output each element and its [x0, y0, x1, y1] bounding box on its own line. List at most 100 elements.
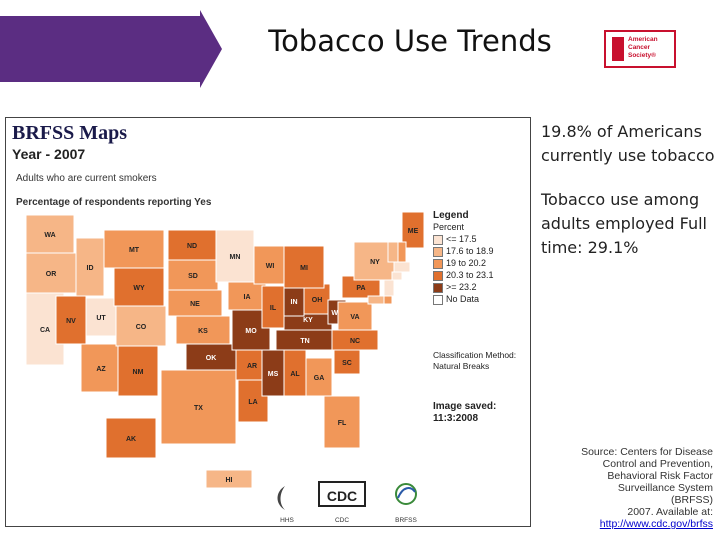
- state-label: NV: [66, 318, 76, 325]
- state-label: MO: [245, 328, 257, 335]
- state-hi: [205, 469, 253, 489]
- state-label: SC: [342, 360, 352, 367]
- state-nh: [397, 241, 407, 265]
- classification-method: Classification Method: Natural Breaks: [433, 350, 517, 371]
- state-md: [367, 295, 385, 305]
- state-or: [25, 252, 77, 294]
- acs-logo-text: American Cancer Society®: [628, 36, 658, 59]
- state-az: [80, 343, 122, 393]
- legend-swatch: [433, 282, 443, 293]
- state-label: AZ: [96, 366, 106, 373]
- state-label: UT: [96, 315, 106, 322]
- legend-swatch: [433, 270, 443, 281]
- state-nm: [117, 345, 159, 397]
- legend-swatch: [433, 246, 443, 257]
- state-label: KY: [303, 317, 313, 324]
- state-co: [115, 305, 167, 347]
- bullet-fulltime-tobacco: Tobacco use among adults employed Full t…: [541, 190, 707, 257]
- state-label: OK: [206, 355, 217, 362]
- state-ks: [175, 315, 231, 345]
- state-oh: [303, 283, 331, 315]
- state-sc: [333, 349, 361, 375]
- legend-label: >= 23.2: [446, 282, 477, 292]
- state-label: KS: [198, 328, 208, 335]
- map-year: Year - 2007: [12, 146, 86, 162]
- state-label: NE: [190, 301, 200, 308]
- us-smoking-map: WA OR CA ID NV UT AZ MT WY CO NM ND SD NE KS OK TX MN IA MO…: [25, 211, 425, 489]
- legend-label: 20.3 to 23.1: [446, 270, 494, 280]
- legend-label: 19 to 20.2: [446, 258, 487, 268]
- state-va: [337, 301, 373, 331]
- state-mt: [103, 229, 165, 269]
- state-label: OR: [46, 271, 57, 278]
- legend-label: 17.6 to 18.9: [446, 246, 494, 256]
- agency-logos: CDC HHS CDC BRFSS: [261, 478, 431, 524]
- state-label: MN: [230, 254, 241, 261]
- state-label: VA: [350, 314, 359, 321]
- legend-item: 19 to 20.2: [433, 257, 527, 269]
- legend-unit: Percent: [433, 222, 465, 232]
- state-label: FL: [338, 420, 347, 427]
- bullet-americans-tobacco: 19.8% of Americans currently use tobacco: [541, 122, 715, 165]
- legend-item: >= 23.2: [433, 281, 527, 293]
- hhs-label: HHS: [280, 517, 294, 524]
- state-vt: [387, 241, 399, 263]
- legend-label: <= 17.5: [446, 234, 477, 244]
- legend-title: Legend: [433, 210, 469, 221]
- cdc-logo-icon: [318, 481, 366, 507]
- state-mi: [283, 245, 325, 289]
- legend-swatch: [433, 234, 443, 245]
- state-label: NC: [350, 338, 360, 345]
- state-label: GA: [314, 375, 325, 382]
- state-label: AR: [247, 363, 257, 370]
- state-label: ID: [87, 265, 94, 272]
- brfss-link[interactable]: http://www.cdc.gov/brfss: [599, 518, 713, 530]
- state-me: [401, 211, 425, 249]
- state-label: IL: [270, 305, 277, 312]
- state-de: [383, 295, 393, 305]
- source-citation: Source: Centers for Disease Control and …: [581, 446, 713, 530]
- state-label: MT: [129, 247, 140, 254]
- state-ut: [85, 297, 117, 337]
- state-label: PA: [356, 285, 365, 292]
- brfss-logo-icon: [395, 483, 417, 505]
- state-label: MI: [300, 265, 308, 272]
- brfss-label: BRFSS: [395, 517, 417, 524]
- state-label: OH: [312, 297, 323, 304]
- svg-text:CDC: CDC: [327, 488, 357, 504]
- state-label: WV: [331, 310, 343, 317]
- state-label: IN: [291, 299, 298, 306]
- legend-item: 17.6 to 18.9: [433, 245, 527, 257]
- state-label: CA: [40, 327, 50, 334]
- state-ct: [391, 271, 403, 281]
- bullet-list: 19.8% of Americans currently use tobacco…: [541, 120, 715, 280]
- state-label: WI: [266, 263, 275, 270]
- state-wy: [113, 267, 165, 307]
- state-label: AK: [126, 436, 136, 443]
- state-label: WY: [133, 285, 145, 292]
- state-wi: [253, 245, 287, 285]
- map-subtitle: Adults who are current smokers: [16, 173, 157, 184]
- state-label: TX: [194, 405, 203, 412]
- legend-swatch: [433, 294, 443, 305]
- state-label: MS: [268, 371, 279, 378]
- brfss-brand: BRFSS Maps: [12, 122, 128, 144]
- state-label: ME: [408, 228, 419, 235]
- acs-logo-mark: [612, 37, 624, 61]
- map-question: Percentage of respondents reporting Yes: [16, 197, 212, 208]
- state-label: AL: [290, 371, 300, 378]
- cdc-label: CDC: [334, 517, 350, 524]
- state-tx: [160, 369, 237, 445]
- state-label: NY: [370, 259, 380, 266]
- state-wa: [25, 214, 75, 254]
- state-nj: [383, 279, 395, 297]
- brfss-map-panel: WA OR CA ID NV UT AZ MT WY CO NM ND SD NE KS OK TX MN IA MO…: [5, 117, 531, 527]
- legend-item: <= 17.5: [433, 233, 527, 245]
- state-label: SD: [188, 273, 198, 280]
- legend-swatch: [433, 258, 443, 269]
- legend-item: 20.3 to 23.1: [433, 269, 527, 281]
- state-label: TN: [300, 338, 309, 345]
- state-label: WA: [44, 232, 55, 239]
- state-label: IA: [244, 294, 251, 301]
- state-label: LA: [248, 399, 257, 406]
